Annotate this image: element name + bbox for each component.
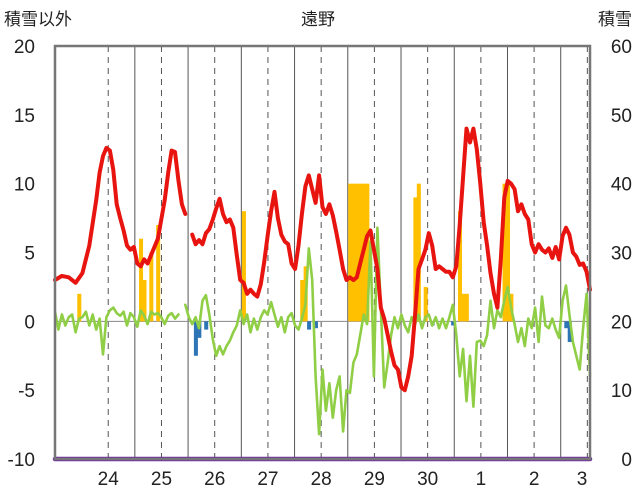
y-left-tick-20: 20 — [14, 37, 35, 58]
y-left-tick-0: 0 — [24, 312, 35, 333]
precipitation-bar-20 — [502, 183, 507, 322]
y-left-tick-10: 10 — [14, 175, 35, 196]
x-tick-3: 3 — [577, 469, 588, 490]
x-tick-28: 28 — [311, 469, 332, 490]
precipitation-bar-15 — [416, 183, 421, 322]
precipitation-bar-17 — [457, 211, 462, 322]
precipitation-bars — [77, 183, 572, 356]
chart-title: 遠野 — [301, 10, 335, 30]
x-tick-24: 24 — [98, 469, 120, 490]
precipitation-bar-10 — [355, 183, 360, 322]
y-left-tick--10: -10 — [8, 450, 35, 471]
y-right-tick-0: 0 — [621, 450, 632, 471]
negative_bars-bar-6 — [451, 321, 456, 326]
precipitation-bar-1 — [139, 238, 144, 322]
negative_bars-bar-7 — [564, 321, 569, 329]
x-tick-30: 30 — [417, 469, 438, 490]
precipitation-bar-11 — [358, 183, 363, 322]
negative_bars-bar-8 — [567, 321, 572, 342]
precipitation-bar-9 — [351, 183, 356, 322]
y-right-tick-30: 30 — [611, 244, 632, 265]
y-right-tick-60: 60 — [611, 37, 632, 58]
x-tick-27: 27 — [257, 469, 278, 490]
precipitation-bar-5 — [241, 211, 246, 322]
precipitation-bar-3 — [149, 252, 154, 322]
y-left-tick--5: -5 — [18, 381, 35, 402]
x-tick-2: 2 — [529, 469, 540, 490]
x-tick-1: 1 — [476, 469, 487, 490]
precipitation-bar-6 — [300, 280, 305, 322]
precipitation-bar-14 — [413, 197, 418, 322]
negative_bars-bar-2 — [204, 321, 209, 330]
precipitation-bar-18 — [461, 293, 466, 322]
temp_diff-line — [53, 226, 592, 436]
y-right-tick-10: 10 — [611, 381, 632, 402]
precipitation-bar-19 — [464, 293, 469, 322]
negative_bars-bar-3 — [307, 321, 312, 330]
temperature-line — [53, 126, 592, 393]
y-right-tick-40: 40 — [611, 175, 632, 196]
precipitation-bar-4 — [156, 224, 161, 322]
tick-labels: 24 25 26 27 28 29 30 1 2 3 -10 -5 0 5 10 15 20 0 10 20 30 40 5… — [8, 37, 632, 490]
precipitation-bar-8 — [348, 183, 353, 322]
precipitation-bar-21 — [505, 183, 511, 322]
negative_bars-bar-0 — [193, 321, 198, 356]
y-axis-left-label: 積雪以外 — [4, 10, 72, 30]
y-left-tick-5: 5 — [24, 244, 35, 265]
x-tick-25: 25 — [151, 469, 172, 490]
y-right-tick-50: 50 — [611, 106, 632, 127]
precipitation-bar-0 — [77, 293, 82, 322]
negative_bars-bar-4 — [313, 321, 318, 329]
plot-frame — [53, 44, 592, 461]
y-right-tick-20: 20 — [611, 312, 632, 333]
y-axis-right-label: 積雪 — [598, 10, 632, 30]
negative_bars-bar-1 — [197, 321, 202, 338]
precipitation-bar-13 — [365, 183, 370, 322]
precipitation-bar-16 — [423, 286, 428, 322]
x-tick-29: 29 — [364, 469, 385, 490]
x-tick-26: 26 — [204, 469, 225, 490]
precipitation-bar-2 — [142, 280, 147, 322]
y-left-tick-15: 15 — [14, 106, 35, 127]
